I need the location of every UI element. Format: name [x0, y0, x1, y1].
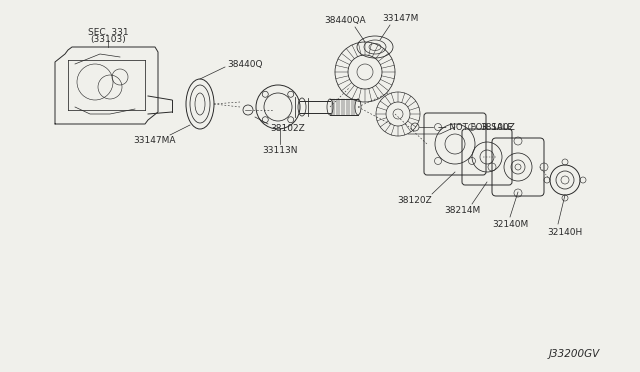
Text: 38440Q: 38440Q [227, 60, 263, 68]
Text: SEC. 331: SEC. 331 [88, 28, 128, 36]
Text: 38440QA: 38440QA [324, 16, 366, 25]
Text: 38214M: 38214M [444, 205, 480, 215]
Text: J33200GV: J33200GV [548, 349, 600, 359]
Text: 38102Z: 38102Z [271, 124, 305, 132]
Text: 33147M: 33147M [382, 13, 418, 22]
Text: 38100Z: 38100Z [480, 122, 515, 131]
Text: 32140M: 32140M [492, 219, 528, 228]
Text: 38120Z: 38120Z [397, 196, 433, 205]
Text: 32140H: 32140H [547, 228, 582, 237]
Text: 33147MA: 33147MA [134, 135, 176, 144]
Text: 33113N: 33113N [262, 145, 298, 154]
Text: — NOT FOR SALE: — NOT FOR SALE [438, 122, 513, 131]
Text: (33103): (33103) [90, 35, 126, 44]
